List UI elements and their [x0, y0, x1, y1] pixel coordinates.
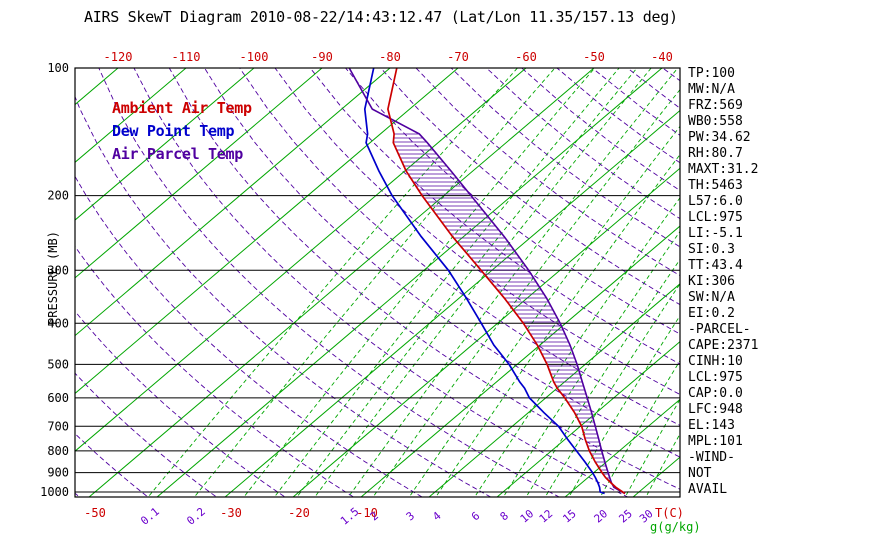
- mixing-ratio-label: 0.1: [138, 505, 162, 528]
- mixing-ratio-label: 15: [560, 507, 579, 525]
- stat-line: AVAIL: [688, 482, 728, 497]
- bottom-temp-label: -30: [220, 506, 242, 520]
- mixing-ratio-lines: [147, 68, 680, 497]
- mixing-ratio-label: 20: [592, 507, 611, 525]
- stat-line: SW:N/A: [688, 290, 735, 305]
- bottom-temp-label: -50: [84, 506, 106, 520]
- temperature-curve: [387, 68, 626, 495]
- stat-line: EL:143: [688, 418, 735, 433]
- stat-line: MW:N/A: [688, 82, 735, 97]
- stat-line: LCL:975: [688, 210, 743, 225]
- isobar-lines: [75, 68, 680, 493]
- pressure-tick-label: 1000: [40, 485, 69, 499]
- legend-item: Air Parcel Temp: [112, 145, 243, 163]
- mixing-ratio-label: 6: [469, 509, 482, 523]
- bottom-temp-label: -10: [356, 506, 378, 520]
- top-temp-label: -100: [240, 50, 269, 64]
- stat-line: CAPE:2371: [688, 338, 759, 353]
- top-temp-label: -60: [515, 50, 537, 64]
- stat-line: WB0:558: [688, 114, 743, 129]
- chart-title: AIRS SkewT Diagram 2010-08-22/14:43:12.4…: [84, 8, 678, 26]
- isotherm-lines: [75, 68, 680, 497]
- stat-line: TH:5463: [688, 178, 743, 193]
- stat-line: RH:80.7: [688, 146, 743, 161]
- plot-frame: [74, 67, 681, 498]
- mixing-ratio-label: 2: [368, 509, 381, 523]
- cape-hatch-area: [393, 133, 612, 483]
- top-temp-label: -120: [104, 50, 133, 64]
- pressure-tick-label: 500: [47, 357, 69, 371]
- top-temp-label: -90: [311, 50, 333, 64]
- stat-line: PW:34.62: [688, 130, 751, 145]
- mixing-unit-label: g(g/kg): [650, 520, 701, 534]
- stat-line: -WIND-: [688, 450, 735, 465]
- pressure-tick-label: 900: [47, 466, 69, 480]
- stat-line: LCL:975: [688, 370, 743, 385]
- stat-line: CINH:10: [688, 354, 743, 369]
- stat-line: FRZ:569: [688, 98, 743, 113]
- plot-area: [75, 68, 680, 497]
- stat-line: MPL:101: [688, 434, 743, 449]
- top-temp-label: -50: [583, 50, 605, 64]
- stats-panel: TP:100 MW:N/A FRZ:569 WB0:558 PW:34.62 RH:80.…: [688, 66, 758, 498]
- stat-line: L57:6.0: [688, 194, 743, 209]
- mixing-ratio-label: 12: [537, 507, 556, 525]
- axis-labels: 100 200 300 400 500 600 700 800 900 1000 PRESSURE …: [40, 50, 700, 534]
- pressure-axis-title: PRESSURE (MB): [46, 231, 60, 325]
- legend-item: Dew Point Temp: [112, 122, 235, 140]
- pressure-tick-label: 300: [47, 263, 69, 277]
- top-temp-label: -70: [447, 50, 469, 64]
- pressure-tick-label: 700: [47, 419, 69, 433]
- mixing-ratio-label: 10: [518, 507, 537, 525]
- parcel-curve: [348, 68, 626, 495]
- stat-line: MAXT:31.2: [688, 162, 759, 177]
- stat-line: EI:0.2: [688, 306, 735, 321]
- bottom-temp-label: -20: [288, 506, 310, 520]
- stat-line: NOT: [688, 466, 712, 481]
- stat-line: KI:306: [688, 274, 735, 289]
- stat-line: TP:100: [688, 66, 735, 81]
- stat-line: SI:0.3: [688, 242, 735, 257]
- mixing-ratio-label: 3: [404, 509, 417, 523]
- pressure-tick-label: 200: [47, 189, 69, 203]
- pressure-tick-label: 100: [47, 61, 69, 75]
- pressure-tick-label: 600: [47, 391, 69, 405]
- stat-line: CAP:0.0: [688, 386, 743, 401]
- dewpoint-curve: [363, 68, 605, 495]
- pressure-tick-label: 800: [47, 444, 69, 458]
- mixing-ratio-label: 0.2: [184, 505, 208, 528]
- mixing-ratio-label: 4: [430, 509, 444, 523]
- stat-line: LFC:948: [688, 402, 743, 417]
- stat-line: LI:-5.1: [688, 226, 743, 241]
- top-temp-label: -40: [651, 50, 673, 64]
- stat-line: -PARCEL-: [688, 322, 751, 337]
- top-temp-label: -110: [172, 50, 201, 64]
- chart-legend: Ambient Air Temp Dew Point Temp Air Parcel…: [112, 97, 252, 166]
- stat-line: TT:43.4: [688, 258, 743, 273]
- pressure-tick-label: 400: [47, 316, 69, 330]
- mixing-ratio-label: 8: [498, 509, 511, 523]
- mixing-ratio-label: 25: [616, 507, 635, 525]
- legend-item: Ambient Air Temp: [112, 99, 252, 117]
- top-temp-label: -80: [379, 50, 401, 64]
- temp-unit-label: T(C): [655, 506, 684, 520]
